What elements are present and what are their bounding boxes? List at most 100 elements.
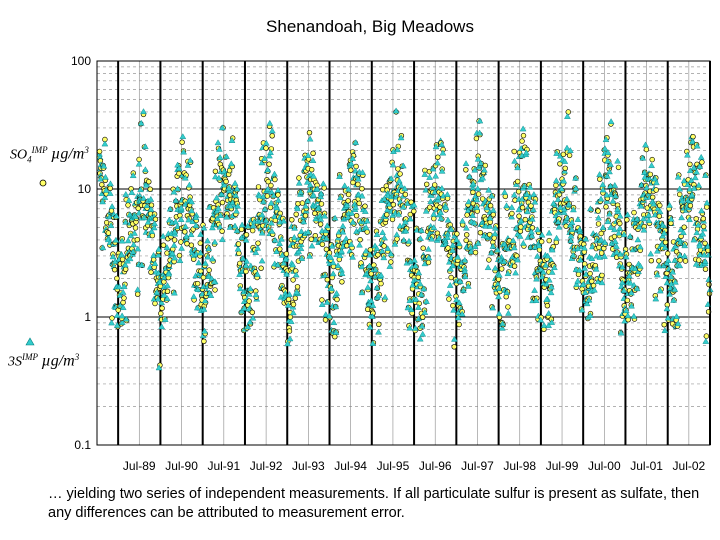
3s-point	[585, 296, 593, 303]
3s-point	[151, 260, 159, 266]
3s-point	[432, 172, 440, 179]
so4-point	[538, 238, 545, 245]
3s-point	[438, 184, 446, 191]
3s-point	[614, 205, 621, 212]
3s-point	[473, 204, 481, 211]
3s-point	[137, 186, 144, 193]
3s-point	[118, 312, 126, 319]
3s-point	[218, 190, 226, 197]
3s-point	[327, 254, 335, 260]
legend-so4: SO4IMP µg/m3	[10, 145, 89, 164]
so4-point	[394, 236, 400, 242]
3s-point	[400, 236, 408, 243]
3s-point	[430, 224, 438, 230]
3s-point	[664, 314, 672, 321]
so4-point	[553, 239, 559, 246]
3s-point	[128, 189, 136, 195]
3s-point	[599, 181, 607, 188]
so4-point	[515, 188, 522, 195]
so4-point	[135, 205, 141, 212]
3s-point	[627, 279, 634, 286]
3s-point	[611, 238, 619, 245]
3s-point	[418, 227, 425, 233]
3s-point	[469, 212, 476, 218]
3s-point	[329, 259, 337, 266]
3s-point	[293, 288, 300, 295]
3s-point	[455, 299, 463, 306]
3s-point	[547, 289, 555, 296]
3s-point	[574, 277, 582, 284]
3s-point	[379, 229, 386, 236]
so4-point	[339, 279, 345, 285]
so4-point	[499, 266, 505, 272]
3s-point	[538, 231, 546, 238]
3s-point	[234, 245, 242, 252]
3s-point	[206, 203, 213, 210]
so4-point	[473, 135, 480, 142]
3s-point	[514, 256, 521, 263]
3s-point	[101, 140, 109, 147]
so4-point	[255, 240, 261, 246]
so4-point	[236, 250, 242, 257]
x-tick-label: Jul-93	[292, 459, 325, 473]
so4-point	[319, 241, 326, 248]
3s-point	[121, 261, 129, 268]
so4-point	[355, 181, 361, 188]
3s-point	[628, 289, 635, 296]
3s-point	[512, 224, 520, 231]
3s-point	[204, 237, 211, 244]
3s-point	[488, 192, 495, 199]
3s-point	[228, 137, 236, 143]
so4-point	[135, 291, 141, 297]
3s-point	[195, 259, 203, 266]
y-tick-label: 100	[71, 54, 91, 68]
3s-point	[194, 286, 202, 292]
3s-point	[381, 234, 388, 241]
3s-point	[639, 154, 647, 161]
so4-label-main: SO	[10, 147, 28, 163]
3s-point	[553, 234, 560, 241]
3s-point	[192, 222, 200, 228]
3s-point	[208, 275, 216, 282]
3s-point	[245, 290, 253, 297]
3s-point	[450, 306, 457, 313]
3s-point	[686, 216, 693, 223]
so4-point	[682, 258, 689, 264]
so4-point	[182, 229, 188, 235]
3s-point	[412, 262, 419, 269]
so4-point	[388, 259, 394, 265]
so4-point	[357, 237, 363, 243]
3s-point	[258, 211, 266, 218]
3s-point	[381, 293, 389, 300]
so4-point	[699, 159, 705, 165]
so4-point	[310, 150, 316, 157]
3s-point	[510, 244, 518, 251]
3s-point	[534, 252, 541, 259]
3s-point	[338, 247, 345, 254]
so4-point	[286, 328, 293, 334]
so4-point	[490, 212, 496, 218]
3s-point	[508, 213, 515, 220]
so4-point	[590, 282, 597, 289]
3s-point	[200, 224, 208, 231]
3s-point	[609, 197, 617, 204]
so4-point	[266, 161, 272, 167]
x-tick-label: Jul-95	[377, 459, 410, 473]
y-tick-label: 10	[78, 182, 92, 196]
3s-point	[169, 250, 176, 256]
3s-point	[596, 171, 603, 177]
3s-point	[437, 209, 445, 216]
so4-point	[700, 216, 706, 222]
so4-point	[263, 145, 269, 151]
3s-point	[544, 252, 552, 259]
3s-point	[645, 217, 653, 223]
3s-point	[366, 262, 373, 269]
3s-point	[519, 125, 527, 132]
3s-point	[188, 198, 195, 205]
3s-point	[131, 229, 138, 236]
so4-point	[687, 161, 693, 168]
3s-point	[422, 186, 430, 193]
3s-point	[681, 252, 688, 259]
3s-point	[284, 340, 291, 347]
3s-point	[323, 234, 330, 241]
